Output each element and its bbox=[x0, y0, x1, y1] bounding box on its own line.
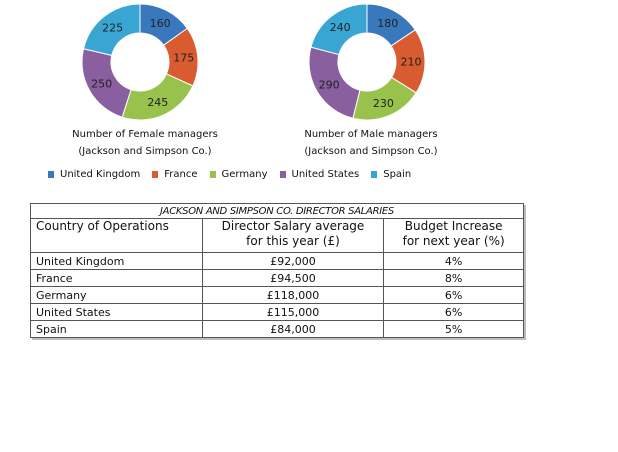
female-managers-donut-chart: 160 175 245 250 225 bbox=[81, 3, 199, 121]
table-row: United Kingdom £92,000 4% bbox=[30, 252, 524, 270]
legend-swatch-spain bbox=[371, 171, 378, 178]
legend-label: Spain bbox=[383, 169, 412, 180]
legend-label: France bbox=[164, 169, 198, 180]
cell-budget: 6% bbox=[383, 286, 524, 304]
chart-legend: United Kingdom France Germany United Sta… bbox=[48, 169, 423, 180]
table-row: Spain £84,000 5% bbox=[30, 320, 524, 338]
cell-country: France bbox=[30, 269, 203, 287]
male-chart-subtitle: (Jackson and Simpson Co.) bbox=[304, 146, 438, 157]
cell-country: United Kingdom bbox=[30, 252, 203, 270]
cell-salary: £84,000 bbox=[201, 320, 385, 338]
cell-budget: 5% bbox=[383, 320, 524, 338]
table-caption-row: JACKSON AND SIMPSON CO. DIRECTOR SALARIE… bbox=[30, 203, 524, 219]
cell-country: Spain bbox=[30, 320, 203, 338]
male-data-label-france: 210 bbox=[400, 55, 421, 68]
male-managers-donut-chart: 180 210 230 290 240 bbox=[308, 3, 426, 121]
legend-label: United Kingdom bbox=[60, 169, 141, 180]
female-data-label-france: 175 bbox=[173, 52, 194, 65]
legend-swatch-germany bbox=[209, 171, 216, 178]
male-data-label-germany: 230 bbox=[373, 97, 394, 110]
cell-salary: £118,000 bbox=[201, 286, 385, 304]
female-slice-spain bbox=[82, 3, 141, 56]
female-data-label-united-kingdom: 160 bbox=[150, 17, 171, 30]
cell-salary: £92,000 bbox=[201, 252, 385, 270]
table-row: United States £115,000 6% bbox=[30, 303, 524, 321]
male-data-label-united-states: 290 bbox=[319, 78, 340, 91]
female-chart-title: Number of Female managers (Jackson and S… bbox=[40, 126, 250, 160]
cell-budget: 6% bbox=[383, 303, 524, 321]
table-header-row: Country of Operations Director Salary av… bbox=[30, 218, 524, 253]
female-data-label-spain: 225 bbox=[102, 22, 123, 35]
table-row: France £94,500 8% bbox=[30, 269, 524, 287]
header-budget-line2: for next year (%) bbox=[402, 234, 505, 248]
female-chart-subtitle: (Jackson and Simpson Co.) bbox=[78, 146, 212, 157]
female-data-label-united-states: 250 bbox=[91, 78, 112, 91]
male-slice-spain bbox=[310, 3, 368, 56]
header-budget-line1: Budget Increase bbox=[404, 219, 503, 233]
male-data-label-spain: 240 bbox=[330, 21, 351, 34]
legend-swatch-united-states bbox=[279, 171, 286, 178]
legend-label: Germany bbox=[221, 169, 268, 180]
header-salary: Director Salary average for this year (£… bbox=[201, 218, 385, 253]
legend-item-france: France bbox=[152, 169, 198, 180]
director-salaries-table: JACKSON AND SIMPSON CO. DIRECTOR SALARIE… bbox=[30, 203, 524, 338]
female-chart-title-line: Number of Female managers bbox=[72, 129, 218, 140]
cell-salary: £115,000 bbox=[201, 303, 385, 321]
header-budget: Budget Increase for next year (%) bbox=[383, 218, 524, 253]
male-chart-title-line: Number of Male managers bbox=[304, 129, 438, 140]
legend-item-united-states: United States bbox=[279, 169, 360, 180]
cell-country: Germany bbox=[30, 286, 203, 304]
header-country: Country of Operations bbox=[30, 218, 203, 253]
legend-item-germany: Germany bbox=[209, 169, 268, 180]
male-data-label-united-kingdom: 180 bbox=[377, 17, 398, 30]
table-row: Germany £118,000 6% bbox=[30, 286, 524, 304]
legend-item-united-kingdom: United Kingdom bbox=[48, 169, 140, 180]
table-title: JACKSON AND SIMPSON CO. DIRECTOR SALARIE… bbox=[30, 203, 524, 219]
cell-country: United States bbox=[30, 303, 203, 321]
legend-label: United States bbox=[291, 169, 360, 180]
male-chart-title: Number of Male managers (Jackson and Sim… bbox=[266, 126, 476, 160]
legend-item-spain: Spain bbox=[371, 169, 411, 180]
legend-swatch-united-kingdom bbox=[48, 171, 54, 178]
cell-budget: 8% bbox=[383, 269, 524, 287]
legend-swatch-france bbox=[152, 171, 159, 178]
cell-salary: £94,500 bbox=[201, 269, 385, 287]
header-salary-line2: for this year (£) bbox=[246, 234, 340, 248]
female-data-label-germany: 245 bbox=[147, 96, 168, 109]
cell-budget: 4% bbox=[383, 252, 524, 270]
header-salary-line1: Director Salary average bbox=[221, 219, 365, 233]
